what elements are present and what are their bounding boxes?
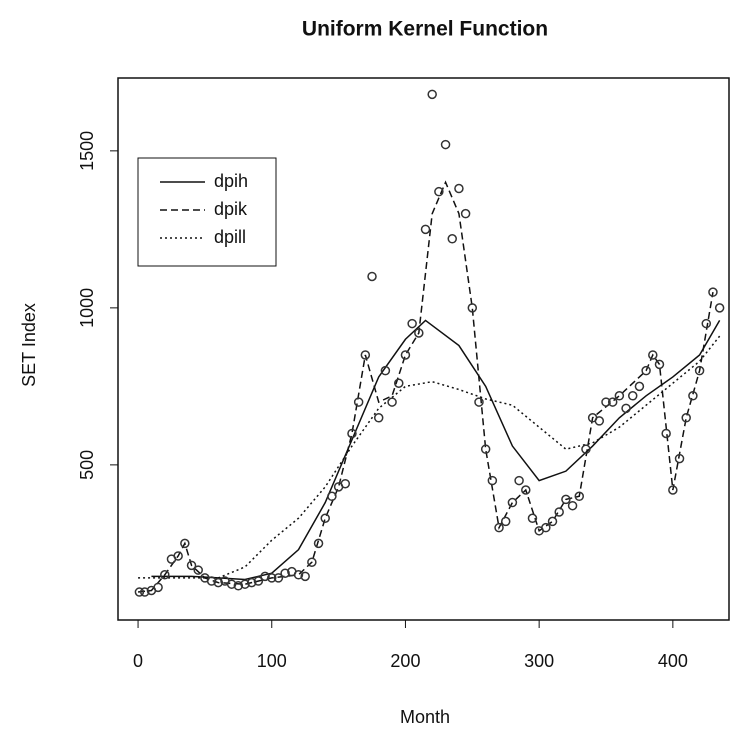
data-point xyxy=(173,551,183,561)
data-point xyxy=(521,485,531,495)
data-point xyxy=(427,89,437,100)
data-point xyxy=(233,581,244,591)
data-point xyxy=(293,570,304,580)
data-point xyxy=(594,416,605,426)
data-point xyxy=(494,522,504,533)
data-point xyxy=(260,571,270,582)
x-axis-label: Month xyxy=(400,707,450,727)
data-point xyxy=(353,397,364,407)
legend-label: dpill xyxy=(214,227,246,247)
data-point xyxy=(447,234,457,244)
data-point xyxy=(440,139,451,150)
data-point xyxy=(394,378,404,388)
y-tick-label: 1000 xyxy=(77,288,97,328)
x-tick-label: 400 xyxy=(658,651,688,671)
data-point xyxy=(280,568,290,578)
legend-label: dpih xyxy=(214,171,248,191)
data-point xyxy=(206,576,217,586)
x-tick-label: 300 xyxy=(524,651,554,671)
data-point xyxy=(360,350,371,360)
data-point xyxy=(213,577,224,588)
data-point xyxy=(307,557,317,567)
data-point xyxy=(541,522,551,533)
y-tick-label: 500 xyxy=(77,450,97,480)
x-tick-label: 200 xyxy=(390,651,420,671)
x-tick-label: 100 xyxy=(257,651,287,671)
data-point xyxy=(367,271,377,282)
legend-box xyxy=(137,157,277,267)
data-point xyxy=(621,403,631,414)
data-point xyxy=(300,571,310,582)
data-point xyxy=(601,397,611,407)
data-point xyxy=(567,500,578,511)
data-point xyxy=(180,538,190,549)
smooth-line xyxy=(138,335,721,579)
data-point xyxy=(627,391,638,401)
data-point xyxy=(480,444,491,454)
data-point xyxy=(527,513,538,524)
data-point xyxy=(607,397,618,407)
y-axis-label: SET Index xyxy=(19,303,39,387)
data-point xyxy=(340,478,351,489)
data-point xyxy=(581,444,591,454)
data-point xyxy=(373,413,384,423)
chart-title: Uniform Kernel Function xyxy=(302,18,548,41)
data-point xyxy=(420,224,431,235)
data-point xyxy=(574,491,585,502)
y-tick-label: 1500 xyxy=(77,131,97,171)
data-point xyxy=(487,475,498,486)
data-point xyxy=(634,381,645,392)
data-point xyxy=(320,513,330,524)
data-point xyxy=(193,565,203,575)
data-point xyxy=(641,365,651,376)
data-point xyxy=(500,516,511,527)
data-point xyxy=(186,560,197,571)
data-point xyxy=(253,576,264,586)
data-point xyxy=(327,491,337,502)
data-point xyxy=(414,328,424,338)
data-point xyxy=(514,475,524,486)
data-point xyxy=(561,494,571,505)
data-point xyxy=(668,485,678,495)
data-point xyxy=(139,587,150,597)
x-tick-label: 0 xyxy=(133,651,143,671)
data-point xyxy=(160,570,170,580)
data-point xyxy=(460,208,471,219)
data-point xyxy=(701,318,712,329)
data-point xyxy=(507,497,518,508)
data-point xyxy=(714,303,725,313)
data-point xyxy=(708,287,718,297)
data-point xyxy=(467,303,478,313)
data-point xyxy=(240,579,250,589)
data-point xyxy=(246,577,257,588)
data-point xyxy=(547,516,558,527)
data-point xyxy=(267,573,277,583)
data-point xyxy=(153,582,163,593)
data-point xyxy=(454,183,464,194)
data-point xyxy=(661,428,671,439)
data-point xyxy=(434,186,444,197)
data-point xyxy=(694,365,705,376)
smooth-line xyxy=(151,319,721,581)
data-point xyxy=(681,413,691,423)
data-point xyxy=(313,538,324,549)
plot-frame xyxy=(117,77,730,621)
data-point xyxy=(134,587,145,597)
data-point xyxy=(674,453,685,464)
data-point xyxy=(648,350,658,360)
data-point xyxy=(380,365,391,376)
data-point xyxy=(654,359,665,370)
data-point xyxy=(554,507,564,517)
data-point xyxy=(614,391,625,401)
data-point xyxy=(407,318,417,329)
data-point xyxy=(688,391,698,401)
data-point xyxy=(400,350,411,360)
data-point xyxy=(273,573,284,583)
data-point xyxy=(347,428,357,439)
data-point xyxy=(226,579,237,589)
data-point xyxy=(387,397,397,407)
legend-label: dpik xyxy=(214,199,248,219)
data-point xyxy=(474,397,484,407)
